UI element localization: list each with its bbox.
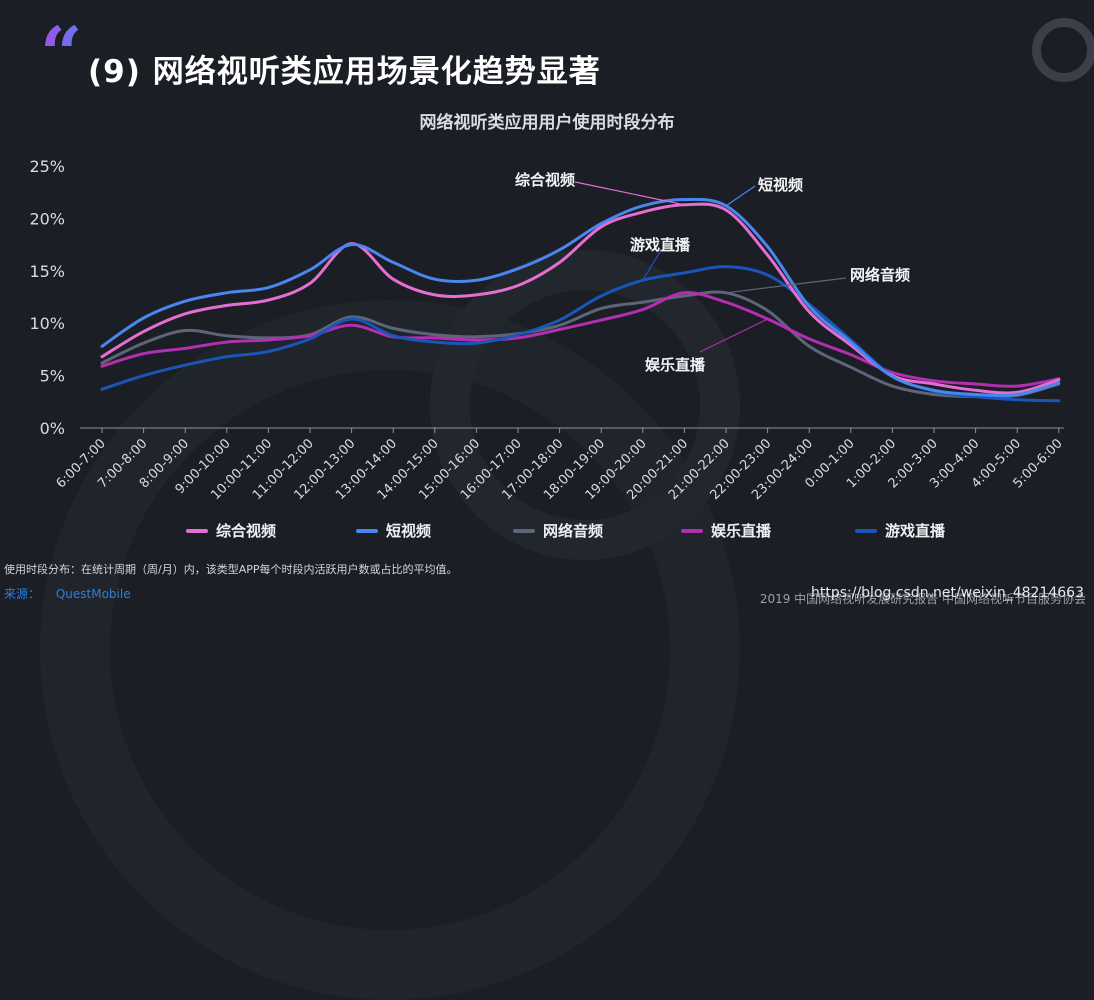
annotation-leader-short-video bbox=[725, 185, 756, 207]
y-tick-label: 5% bbox=[40, 367, 65, 386]
annotation-leader-video bbox=[574, 181, 685, 206]
legend-swatch bbox=[855, 528, 877, 533]
page-title: (9) 网络视听类应用场景化趋势显著 bbox=[88, 54, 601, 90]
annotation-label-video: 综合视频 bbox=[515, 171, 575, 189]
legend-label: 综合视频 bbox=[216, 522, 277, 540]
quote-mark-icon: “ bbox=[40, 12, 83, 98]
source-name: QuestMobile bbox=[55, 587, 131, 601]
legend-label: 网络音频 bbox=[543, 522, 604, 540]
annotation-label-audio: 网络音频 bbox=[850, 266, 910, 284]
legend-label: 娱乐直播 bbox=[711, 522, 772, 540]
legend-item-audio: 网络音频 bbox=[513, 520, 603, 541]
annotation-leader-game-live bbox=[642, 251, 661, 281]
legend-swatch bbox=[356, 528, 378, 533]
legend-item-ent-live: 娱乐直播 bbox=[681, 520, 771, 541]
legend-swatch bbox=[186, 528, 208, 533]
y-tick-label: 20% bbox=[29, 209, 65, 228]
legend-swatch bbox=[513, 528, 535, 533]
y-tick-label: 25% bbox=[29, 157, 65, 176]
source-label: 来源： bbox=[4, 587, 41, 601]
source-line: 来源： QuestMobile bbox=[4, 585, 131, 602]
legend-item-short-video: 短视频 bbox=[356, 520, 431, 541]
y-tick-label: 10% bbox=[29, 314, 65, 333]
legend-item-video: 综合视频 bbox=[186, 520, 276, 541]
legend-swatch bbox=[681, 528, 703, 533]
legend-item-game-live: 游戏直播 bbox=[855, 520, 945, 541]
report-credit: 2019 中国网络视听发展研究报告 中国网络视听节目服务协会 bbox=[759, 592, 1086, 606]
annotation-leader-ent-live bbox=[699, 318, 768, 353]
chart-title: 网络视听类应用用户使用时段分布 bbox=[419, 113, 675, 133]
series-line-audio bbox=[100, 290, 1061, 399]
legend-label: 游戏直播 bbox=[885, 522, 946, 540]
line-chart: 0%5%10%15%20%25%6:00-7:007:00-8:008:00-9… bbox=[29, 157, 1065, 503]
annotation-label-game-live: 游戏直播 bbox=[630, 236, 691, 254]
annotation-label-ent-live: 娱乐直播 bbox=[645, 356, 706, 374]
footnote-text: 使用时段分布：在统计周期（周/月）内，该类型APP每个时段内活跃用户数或占比的平… bbox=[4, 563, 458, 576]
annotation-leader-audio bbox=[725, 277, 847, 294]
chart-legend: 综合视频 短视频 网络音频 娱乐直播 游戏直播 bbox=[0, 520, 1094, 542]
series-line-short-video bbox=[100, 197, 1061, 398]
legend-label: 短视频 bbox=[386, 522, 432, 540]
series-line-video bbox=[100, 202, 1061, 395]
annotation-label-short-video: 短视频 bbox=[758, 176, 803, 194]
y-tick-label: 0% bbox=[40, 419, 65, 438]
y-tick-label: 15% bbox=[29, 262, 65, 281]
series-line-ent-live bbox=[100, 291, 1061, 388]
url-watermark: https://blog.csdn.net/weixin_48214663 bbox=[810, 585, 1084, 601]
